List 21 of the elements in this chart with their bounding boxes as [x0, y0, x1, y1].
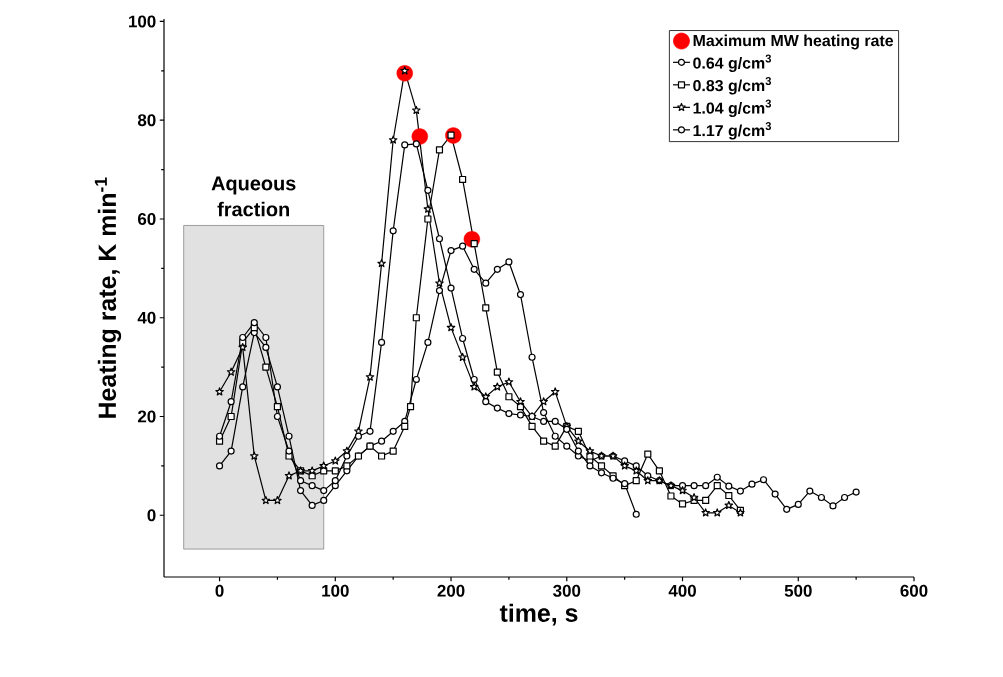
band-label: Aqueous fraction [211, 176, 296, 217]
x-tick-label: 300 [553, 584, 581, 597]
x-tick-label: 100 [322, 584, 349, 597]
x-tick-label: 400 [668, 584, 696, 597]
x-axis-title: time, s [499, 603, 578, 626]
x-tick-label: 200 [437, 584, 465, 597]
y-tick-label: 40 [137, 311, 156, 324]
legend-label: 1.04 g/cm$^{3}$ [693, 99, 772, 117]
x-tick-label: 0 [215, 584, 224, 597]
legend-label: Maximum MW heating rate [693, 34, 894, 50]
y-tick-label: 0 [147, 509, 156, 522]
y-tick-label: 80 [137, 114, 156, 127]
y-axis-title: Heating rate, K min$^{-1}$ [94, 177, 122, 418]
y-tick-label: 60 [138, 212, 156, 225]
legend-label: 0.64 g/cm$^{3}$ [693, 54, 772, 72]
legend-label: 0.83 g/cm$^{3}$ [693, 77, 772, 95]
legend-label: 1.17 g/cm$^{3}$ [693, 122, 772, 140]
x-tick-label: 500 [784, 584, 812, 597]
y-tick-label: 100 [129, 15, 156, 28]
y-tick-label: 20 [137, 410, 156, 423]
x-tick-label: 600 [900, 584, 928, 597]
